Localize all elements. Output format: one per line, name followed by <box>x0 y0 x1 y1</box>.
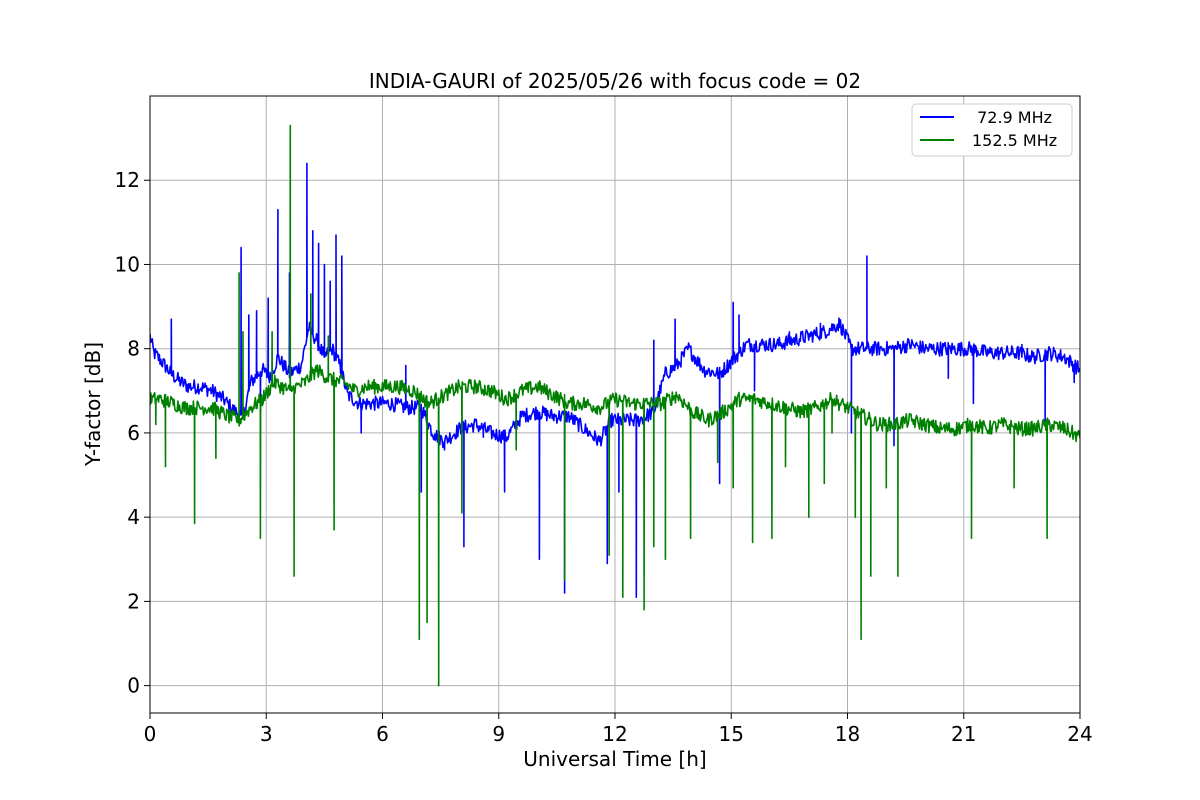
x-tick-label: 15 <box>719 722 744 746</box>
x-tick-label: 0 <box>144 722 157 746</box>
x-tick-label: 3 <box>260 722 273 746</box>
y-axis-label: Y-factor [dB] <box>81 342 105 467</box>
y-tick-label: 2 <box>127 589 140 613</box>
y-tick-label: 4 <box>127 505 140 529</box>
x-tick-label: 24 <box>1067 722 1092 746</box>
y-tick-label: 0 <box>127 674 140 698</box>
y-tick-label: 12 <box>115 168 140 192</box>
x-tick-label: 21 <box>951 722 976 746</box>
y-tick-label: 8 <box>127 337 140 361</box>
chart-title: INDIA-GAURI of 2025/05/26 with focus cod… <box>369 69 861 93</box>
series-layer <box>150 124 1080 687</box>
series-line-72-9 <box>150 162 1080 598</box>
y-tick-label: 6 <box>127 421 140 445</box>
x-axis-label: Universal Time [h] <box>523 747 706 771</box>
x-tick-label: 18 <box>835 722 860 746</box>
y-tick-label: 10 <box>115 252 140 276</box>
x-tick-label: 12 <box>602 722 627 746</box>
legend-label-72-9: 72.9 MHz <box>972 108 1052 127</box>
x-tick-label: 9 <box>492 722 505 746</box>
x-tick-label: 6 <box>376 722 389 746</box>
legend-label-152-5: 152.5 MHz <box>972 131 1057 150</box>
legend: 72.9 MHz 152.5 MHz <box>911 103 1073 157</box>
series-line-152-5 <box>150 124 1080 687</box>
